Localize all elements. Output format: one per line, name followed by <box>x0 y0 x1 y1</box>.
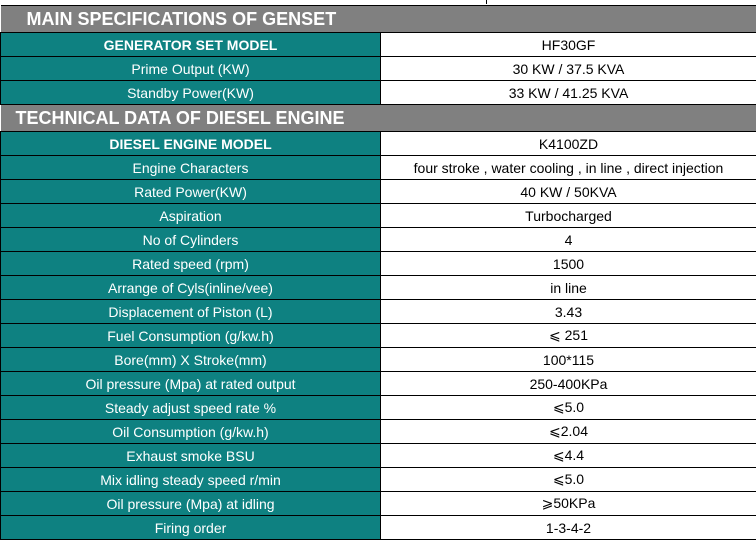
spec-value: K4100ZD <box>381 132 756 156</box>
spec-value: HF30GF <box>381 33 756 57</box>
spec-value: in line <box>381 276 756 300</box>
section-header-row: MAIN SPECIFICATIONS OF GENSET <box>1 6 756 33</box>
spec-label: Exhaust smoke BSU <box>1 444 381 468</box>
section-title: TECHNICAL DATA OF DIESEL ENGINE <box>1 105 756 132</box>
section-header-row: TECHNICAL DATA OF DIESEL ENGINE <box>1 105 756 132</box>
spec-label: Engine Characters <box>1 156 381 180</box>
spec-row: Oil Consumption (g/kw.h) ⩽2.04 <box>1 420 756 444</box>
spec-value: 33 KW / 41.25 KVA <box>381 81 756 105</box>
spec-value: 4 <box>381 228 756 252</box>
spec-value: ⩾50KPa <box>381 492 756 516</box>
spec-label: Arrange of Cyls(inline/vee) <box>1 276 381 300</box>
section-title: MAIN SPECIFICATIONS OF GENSET <box>1 6 756 33</box>
spec-row: Rated Power(KW) 40 KW / 50KVA <box>1 180 756 204</box>
spec-row: Prime Output (KW) 30 KW / 37.5 KVA <box>1 57 756 81</box>
spec-value: 30 KW / 37.5 KVA <box>381 57 756 81</box>
spec-value: ⩽5.0 <box>381 396 756 420</box>
spec-label: GENERATOR SET MODEL <box>1 33 381 57</box>
spec-value: four stroke , water cooling , in line , … <box>381 156 756 180</box>
spec-value: ⩽ 251 <box>381 324 756 348</box>
spec-label: Mix idling steady speed r/min <box>1 468 381 492</box>
spec-value: 250-400KPa <box>381 372 756 396</box>
spec-value: ⩽5.0 <box>381 468 756 492</box>
spec-value: ⩽2.04 <box>381 420 756 444</box>
spec-label: Prime Output (KW) <box>1 57 381 81</box>
spec-row: Rated speed (rpm) 1500 <box>1 252 756 276</box>
spec-row: Fuel Consumption (g/kw.h) ⩽ 251 <box>1 324 756 348</box>
spec-row: Displacement of Piston (L) 3.43 <box>1 300 756 324</box>
spec-row: Exhaust smoke BSU ⩽4.4 <box>1 444 756 468</box>
spec-row: DIESEL ENGINE MODEL K4100ZD <box>1 132 756 156</box>
spec-row: GENERATOR SET MODEL HF30GF <box>1 33 756 57</box>
spec-value: Turbocharged <box>381 204 756 228</box>
spec-row: Standby Power(KW) 33 KW / 41.25 KVA <box>1 81 756 105</box>
spec-label: Standby Power(KW) <box>1 81 381 105</box>
spec-value: 1-3-4-2 <box>381 516 756 540</box>
spec-row: Mix idling steady speed r/min ⩽5.0 <box>1 468 756 492</box>
spec-label: Firing order <box>1 516 381 540</box>
spec-label: DIESEL ENGINE MODEL <box>1 132 381 156</box>
spec-label: Oil pressure (Mpa) at rated output <box>1 372 381 396</box>
spec-label: Oil pressure (Mpa) at idling <box>1 492 381 516</box>
spec-label: Rated Power(KW) <box>1 180 381 204</box>
spec-row: Firing order 1-3-4-2 <box>1 516 756 540</box>
spec-label: Rated speed (rpm) <box>1 252 381 276</box>
spec-row: Oil pressure (Mpa) at rated output 250-4… <box>1 372 756 396</box>
spec-value: 1500 <box>381 252 756 276</box>
spec-row: Arrange of Cyls(inline/vee) in line <box>1 276 756 300</box>
spec-table: MAIN SPECIFICATIONS OF GENSET GENERATOR … <box>0 5 756 540</box>
spec-row: Bore(mm) X Stroke(mm) 100*115 <box>1 348 756 372</box>
column-tick <box>486 0 487 4</box>
spec-value: ⩽4.4 <box>381 444 756 468</box>
spec-row: Oil pressure (Mpa) at idling ⩾50KPa <box>1 492 756 516</box>
spec-row: Aspiration Turbocharged <box>1 204 756 228</box>
spec-label: No of Cylinders <box>1 228 381 252</box>
spec-value: 100*115 <box>381 348 756 372</box>
spec-row: Steady adjust speed rate % ⩽5.0 <box>1 396 756 420</box>
spec-label: Displacement of Piston (L) <box>1 300 381 324</box>
spec-label: Bore(mm) X Stroke(mm) <box>1 348 381 372</box>
spec-label: Fuel Consumption (g/kw.h) <box>1 324 381 348</box>
spec-value: 3.43 <box>381 300 756 324</box>
spec-row: Engine Characters four stroke , water co… <box>1 156 756 180</box>
spec-label: Steady adjust speed rate % <box>1 396 381 420</box>
spec-label: Oil Consumption (g/kw.h) <box>1 420 381 444</box>
spec-row: No of Cylinders 4 <box>1 228 756 252</box>
spec-value: 40 KW / 50KVA <box>381 180 756 204</box>
spec-label: Aspiration <box>1 204 381 228</box>
